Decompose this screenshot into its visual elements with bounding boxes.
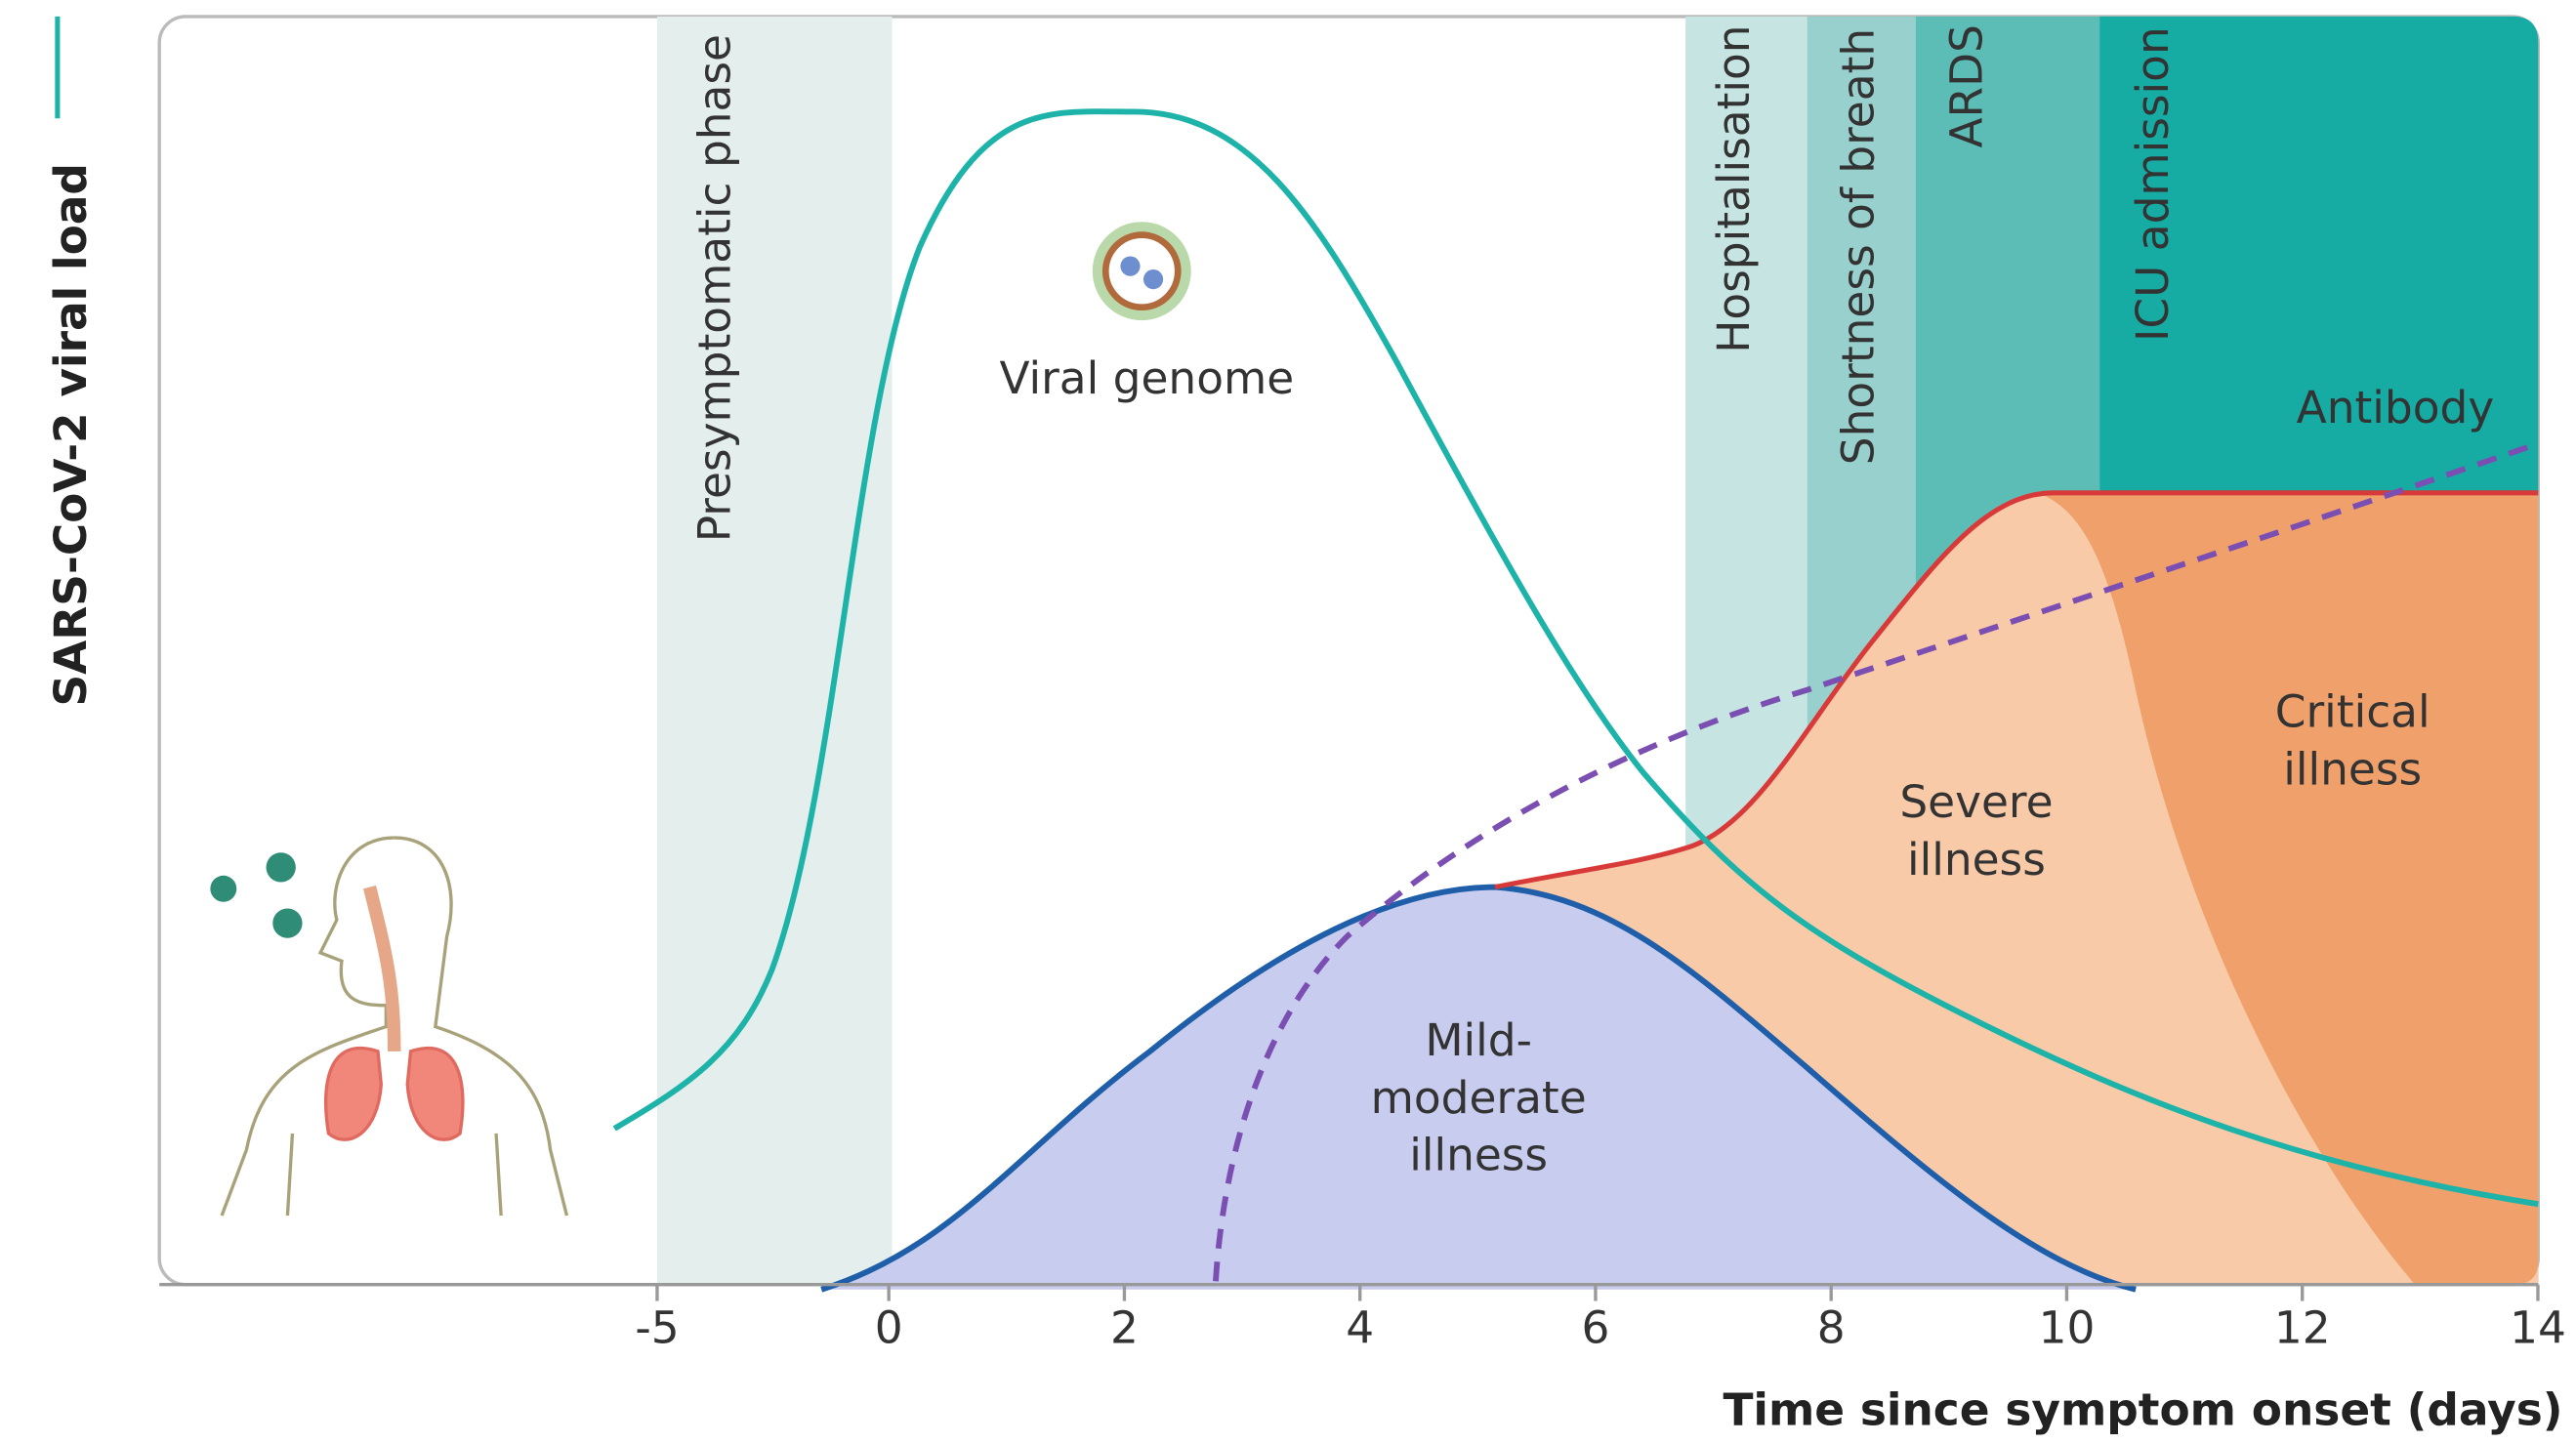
y-axis-label: SARS-CoV-2 viral load bbox=[45, 163, 97, 706]
virus-icon bbox=[1093, 222, 1191, 320]
phase-label: Presymptomatic phase bbox=[689, 34, 741, 542]
x-tick-label: 6 bbox=[1581, 1301, 1609, 1353]
phase-label: ICU admission bbox=[2127, 26, 2179, 342]
antibody-label: Antibody bbox=[2297, 382, 2495, 433]
critical-label: illness bbox=[2283, 743, 2422, 795]
phase-label: Shortness of breath bbox=[1833, 28, 1885, 465]
phase-label: ARDS bbox=[1941, 24, 1993, 147]
critical-label: Critical bbox=[2275, 685, 2431, 737]
mild-label: Mild- bbox=[1425, 1014, 1532, 1066]
x-tick-label: 14 bbox=[2510, 1301, 2566, 1353]
x-tick-label: 4 bbox=[1346, 1301, 1374, 1353]
x-tick-label: 10 bbox=[2039, 1301, 2096, 1353]
mild-label: illness bbox=[1409, 1130, 1548, 1181]
x-tick-label: 0 bbox=[875, 1301, 903, 1353]
x-axis-label: Time since symptom onset (days) bbox=[1723, 1383, 2562, 1435]
mild-label: moderate bbox=[1371, 1072, 1587, 1124]
x-tick-label: -5 bbox=[635, 1301, 679, 1353]
x-tick-label: 8 bbox=[1817, 1301, 1846, 1353]
phase-label: Hospitalisation bbox=[1708, 24, 1760, 352]
viral-genome-label: Viral genome bbox=[999, 352, 1294, 404]
x-tick-label: 2 bbox=[1110, 1301, 1139, 1353]
chart: SARS-CoV-2 viral load Time since symptom… bbox=[0, 0, 2576, 1444]
page: {"y_axis": {"label": "SARS-CoV-2 viral l… bbox=[0, 0, 2576, 1444]
x-tick-label: 12 bbox=[2274, 1301, 2331, 1353]
severe-label: illness bbox=[1907, 834, 2046, 886]
severe-label: Severe bbox=[1899, 776, 2053, 828]
